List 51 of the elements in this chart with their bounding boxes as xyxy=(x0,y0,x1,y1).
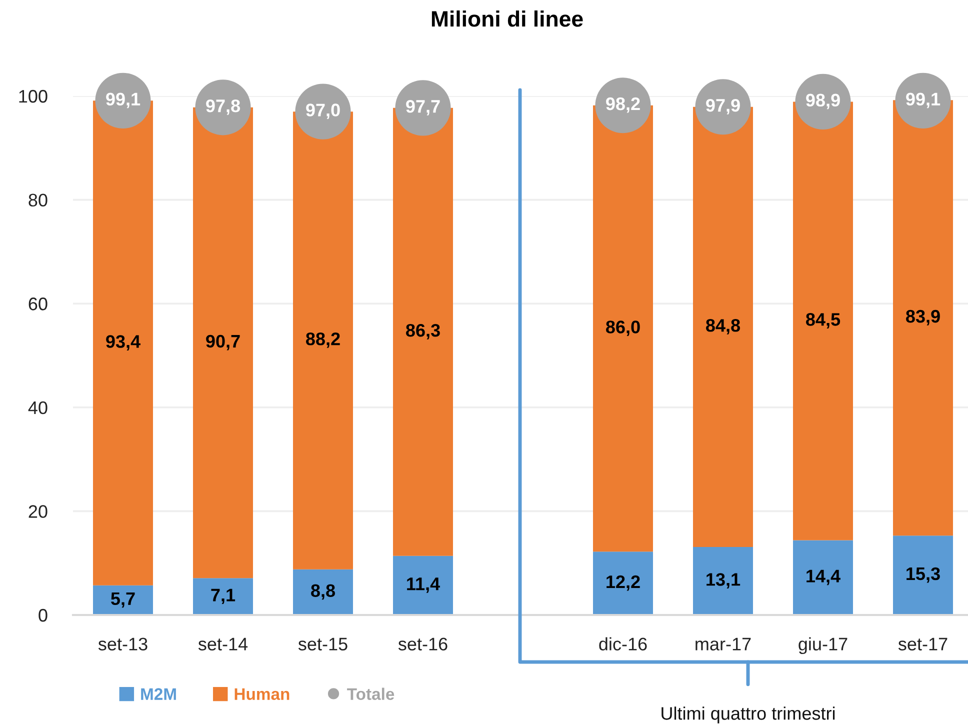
x-tick-label: giu-17 xyxy=(798,637,848,654)
data-label: 93,4 xyxy=(106,335,140,351)
chart-title: Milioni di linee xyxy=(432,10,583,27)
x-tick-label: mar-17 xyxy=(696,638,751,650)
data-label: 97,0 xyxy=(306,104,340,120)
bar xyxy=(793,540,853,615)
bar xyxy=(893,536,953,615)
bar xyxy=(93,585,153,615)
data-label: 86,3 xyxy=(406,324,440,340)
data-label: 88,2 xyxy=(306,332,340,348)
data-label: 84,5 xyxy=(806,313,840,328)
data-label: 97,8 xyxy=(206,99,240,115)
x-tick-label: dic-16 xyxy=(599,637,647,650)
x-tick-label: set-15 xyxy=(298,638,348,650)
x-tick-label: set-16 xyxy=(398,638,448,650)
data-label: 15,3 xyxy=(906,567,940,583)
data-label: 11,4 xyxy=(407,578,440,593)
data-label: 86,0 xyxy=(606,320,640,336)
bar xyxy=(393,556,453,615)
bar xyxy=(693,547,753,615)
data-label: 7,1 xyxy=(211,588,236,604)
bar xyxy=(593,552,653,615)
data-label: 99,1 xyxy=(906,92,940,108)
data-label: 98,2 xyxy=(606,97,640,113)
data-label: 98,9 xyxy=(806,94,840,110)
x-tick-label: set-14 xyxy=(198,638,248,650)
legend-label: Totale xyxy=(347,688,394,700)
data-label: 84,8 xyxy=(706,319,740,334)
data-label: 99,1 xyxy=(106,92,140,108)
data-label: 97,7 xyxy=(406,100,440,116)
legend-label: M2M xyxy=(141,688,176,700)
y-tick-label: 80 xyxy=(28,194,48,207)
y-tick-label: 20 xyxy=(28,505,48,518)
data-label: 13,1 xyxy=(706,573,740,588)
data-label: 14,4 xyxy=(806,570,840,586)
bar xyxy=(293,569,353,615)
legend-label: Human xyxy=(234,688,290,700)
data-label: 90,7 xyxy=(206,334,240,350)
data-label: 83,9 xyxy=(906,310,940,326)
data-label: 12,2 xyxy=(606,575,640,591)
y-tick-label: 60 xyxy=(28,298,48,310)
x-tick-label: set-13 xyxy=(98,638,148,650)
data-label: 5,7 xyxy=(111,592,135,608)
y-tick-label: 40 xyxy=(28,401,48,414)
data-label: 97,9 xyxy=(706,98,740,114)
bar xyxy=(193,578,253,615)
y-tick-label: 0 xyxy=(38,608,48,622)
y-tick-label: 100 xyxy=(19,90,48,103)
x-tick-label: set-17 xyxy=(898,638,948,650)
data-label: 8,8 xyxy=(311,584,335,600)
text: Ultimi quattro trimestri xyxy=(662,706,835,724)
